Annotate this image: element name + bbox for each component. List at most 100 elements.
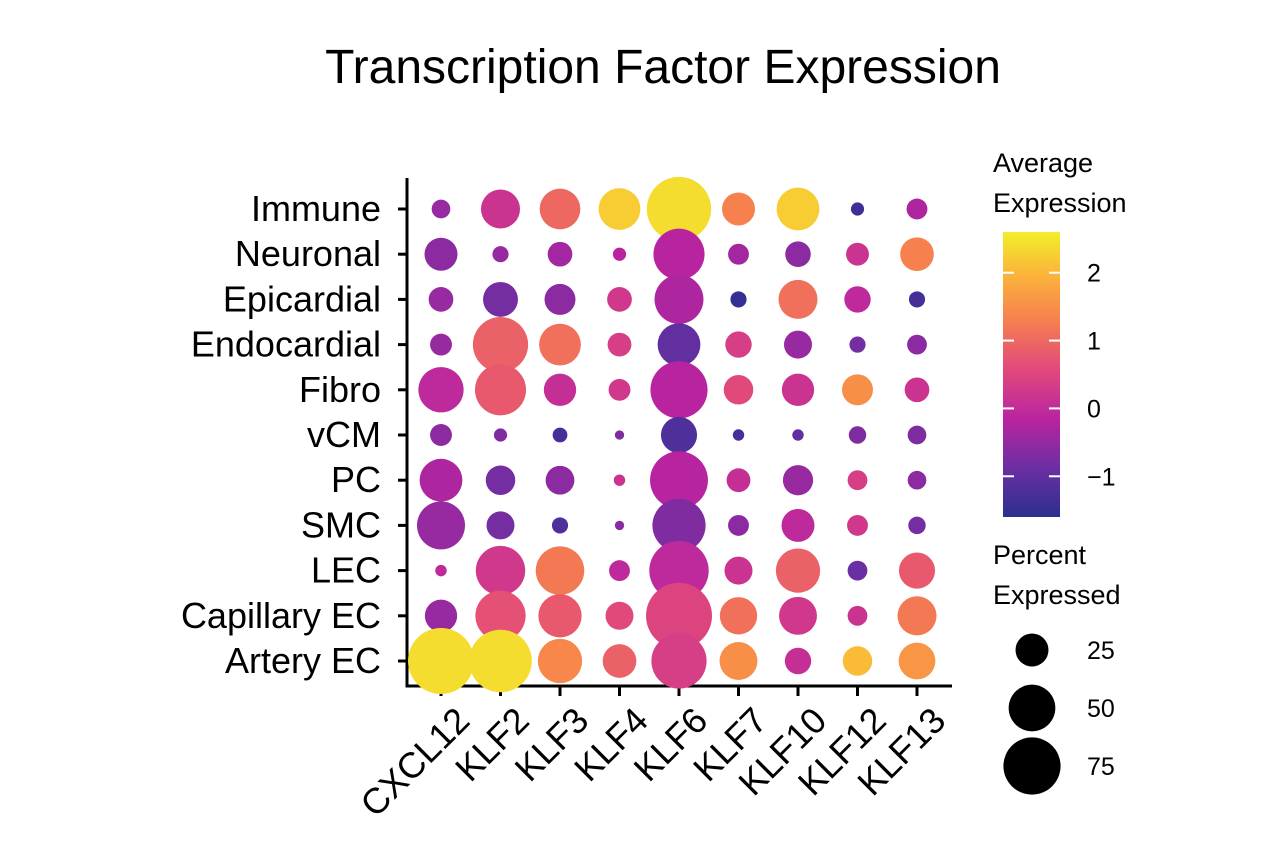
dot-immune-klf7 [722, 192, 755, 226]
dot-pc-klf13 [907, 470, 927, 490]
size-legend-dot-50 [1008, 684, 1056, 732]
dot-pc-cxcl12 [419, 458, 463, 502]
dot-fibro-klf12 [842, 374, 873, 406]
dot-pc-klf3 [545, 465, 575, 495]
dot-immune-klf13 [906, 198, 928, 220]
dot-lec-klf12 [847, 560, 868, 581]
dot-endocardial-klf6 [657, 323, 701, 366]
dot-immune-klf4 [598, 188, 641, 230]
dot-immune-klf6 [646, 176, 712, 242]
size-legend-title-line-2: Expressed [993, 580, 1121, 610]
dot-smc-klf13 [908, 516, 926, 535]
y-label-capillary-ec: Capillary EC [181, 595, 381, 636]
y-label-artery-ec: Artery EC [225, 640, 381, 681]
dot-neuronal-klf6 [653, 228, 705, 280]
dot-pc-klf7 [726, 468, 751, 493]
dot-artery-ec-klf4 [602, 644, 637, 678]
dot-neuronal-klf7 [728, 243, 749, 265]
size-legend: Percent Expressed 25 50 75 [993, 540, 1121, 795]
dot-smc-klf10 [781, 508, 815, 542]
dot-lec-klf10 [775, 548, 821, 593]
dot-neuronal-klf2 [492, 246, 509, 263]
dot-capillary-ec-klf4 [605, 601, 634, 630]
y-label-vcm: vCM [307, 414, 381, 455]
size-legend-label-25: 25 [1087, 637, 1115, 665]
dot-artery-ec-klf12 [842, 646, 873, 676]
dot-lec-klf2 [475, 545, 526, 596]
dot-smc-klf7 [728, 514, 749, 536]
dot-lec-klf6 [649, 540, 709, 601]
y-label-fibro: Fibro [299, 369, 381, 410]
dot-vcm-klf4 [614, 430, 625, 440]
dot-fibro-cxcl12 [418, 367, 464, 413]
dot-smc-klf4 [614, 520, 625, 531]
dot-neuronal-klf10 [785, 241, 811, 267]
dot-capillary-ec-klf12 [847, 605, 868, 626]
color-legend: Average Expression 2 1 0 −1 [993, 148, 1127, 517]
dot-epicardial-klf7 [730, 291, 747, 308]
dot-capillary-ec-klf6 [646, 582, 712, 649]
dot-capillary-ec-klf7 [719, 597, 758, 635]
color-legend-title-line-1: Average [993, 148, 1093, 178]
dot-epicardial-klf4 [607, 287, 632, 312]
size-legend-items: 25 50 75 [1003, 633, 1115, 795]
dot-vcm-klf7 [732, 429, 745, 441]
dot-capillary-ec-klf10 [779, 596, 817, 635]
dot-smc-klf12 [847, 514, 868, 536]
dot-epicardial-klf6 [654, 274, 704, 324]
dot-immune-klf3 [539, 188, 581, 230]
dot-vcm-cxcl12 [430, 424, 452, 446]
dot-lec-klf13 [898, 552, 936, 589]
dot-epicardial-klf2 [483, 281, 518, 317]
dot-epicardial-klf10 [778, 279, 818, 319]
dot-fibro-klf10 [781, 373, 815, 406]
colorbar-ticks: 2 1 0 −1 [1003, 260, 1116, 491]
dot-pc-klf2 [485, 465, 516, 495]
size-legend-title-line-1: Percent [993, 540, 1087, 570]
dot-fibro-klf2 [474, 364, 527, 416]
dot-lec-klf4 [609, 560, 630, 582]
dot-immune-klf12 [850, 202, 865, 216]
dot-fibro-klf4 [608, 378, 631, 401]
dot-neuronal-cxcl12 [424, 237, 458, 271]
dot-neuronal-klf12 [846, 242, 869, 266]
dot-artery-ec-klf7 [719, 642, 758, 680]
y-label-smc: SMC [301, 504, 381, 545]
dot-smc-cxcl12 [416, 501, 466, 550]
dot-pc-klf4 [613, 474, 626, 486]
colorbar-tick-label-2: 0 [1087, 395, 1101, 423]
y-label-epicardial: Epicardial [223, 278, 381, 319]
dot-pc-klf6 [650, 451, 708, 510]
dot-smc-klf2 [486, 511, 515, 540]
dot-vcm-klf13 [907, 425, 927, 445]
dot-epicardial-klf13 [908, 291, 926, 308]
dot-artery-ec-klf13 [898, 642, 936, 680]
dot-endocardial-klf12 [849, 336, 866, 353]
dot-endocardial-klf13 [907, 334, 927, 355]
dot-capillary-ec-klf3 [538, 594, 582, 638]
size-legend-dot-25 [1015, 633, 1049, 667]
dot-endocardial-klf2 [472, 316, 529, 373]
dot-fibro-klf13 [904, 377, 930, 403]
dot-endocardial-klf3 [539, 323, 581, 366]
dot-lec-klf7 [724, 556, 753, 585]
dot-immune-cxcl12 [431, 199, 451, 219]
size-legend-label-75: 75 [1087, 753, 1115, 781]
dot-smc-klf6 [652, 498, 706, 553]
dot-vcm-klf10 [792, 429, 804, 441]
dot-artery-ec-cxcl12 [408, 628, 474, 694]
dot-vcm-klf3 [552, 427, 568, 443]
y-label-neuronal: Neuronal [235, 233, 381, 274]
dot-pc-klf12 [847, 470, 868, 491]
dots-layer [408, 176, 937, 694]
dot-neuronal-klf4 [612, 247, 627, 261]
dot-vcm-klf6 [660, 416, 698, 454]
dot-vcm-klf12 [848, 426, 867, 444]
dot-immune-klf10 [776, 187, 820, 231]
dot-artery-ec-klf6 [651, 633, 707, 689]
dot-smc-klf3 [551, 517, 569, 534]
y-label-immune: Immune [251, 188, 381, 229]
size-legend-dot-75 [1003, 737, 1061, 795]
